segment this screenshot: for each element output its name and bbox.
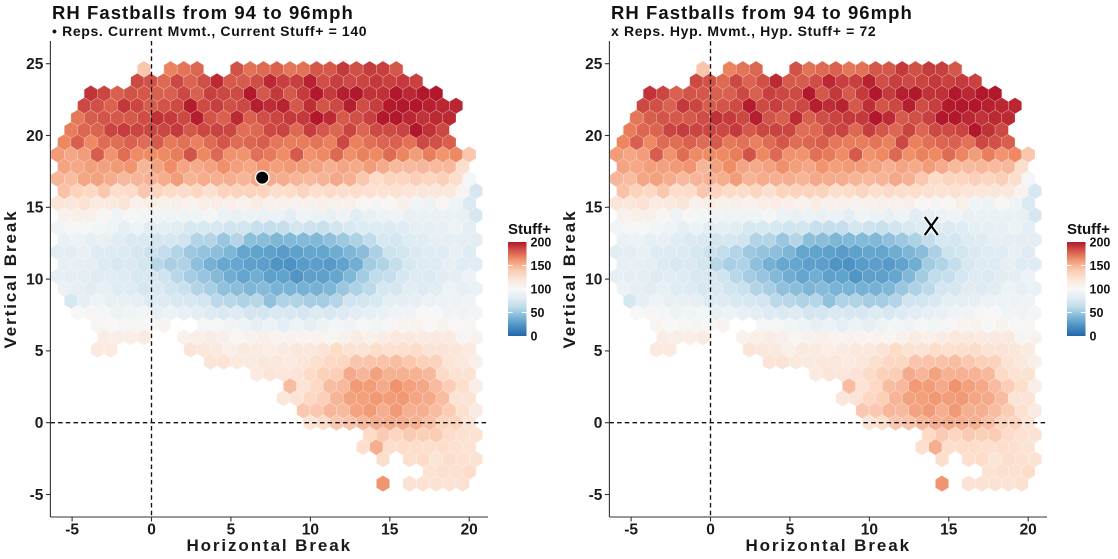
svg-text:-5: -5 [30,487,44,504]
svg-text:0: 0 [531,329,538,343]
svg-text:5: 5 [786,522,795,539]
svg-text:15: 15 [940,522,958,539]
svg-text:20: 20 [461,522,478,539]
svg-text:Vertical Break: Vertical Break [560,209,579,348]
svg-text:10: 10 [861,522,878,539]
svg-text:Horizontal Break: Horizontal Break [186,536,352,555]
svg-text:0: 0 [1090,329,1097,343]
svg-text:5: 5 [35,343,44,360]
svg-text:-5: -5 [624,522,638,539]
svg-text:200: 200 [1090,235,1111,249]
svg-text:20: 20 [26,128,43,145]
svg-text:150: 150 [531,259,552,273]
svg-text:150: 150 [1090,259,1111,273]
svg-text:0: 0 [147,522,156,539]
svg-text:15: 15 [26,200,44,217]
svg-text:Horizontal Break: Horizontal Break [745,536,911,555]
svg-text:20: 20 [1020,522,1037,539]
svg-text:5: 5 [227,522,236,539]
svg-text:25: 25 [585,56,603,73]
svg-text:0: 0 [706,522,715,539]
svg-text:Vertical Break: Vertical Break [1,209,20,348]
svg-text:0: 0 [594,415,603,432]
svg-text:Stuff+: Stuff+ [508,221,551,238]
svg-text:15: 15 [585,200,603,217]
svg-text:x Reps. Hyp. Mvmt., Hyp. Stuff: x Reps. Hyp. Mvmt., Hyp. Stuff+ = 72 [611,23,876,39]
svg-text:10: 10 [302,522,319,539]
svg-text:RH Fastballs from 94 to 96mph: RH Fastballs from 94 to 96mph [52,2,354,23]
svg-text:0: 0 [35,415,44,432]
svg-text:15: 15 [381,522,399,539]
svg-text:100: 100 [1090,282,1111,296]
svg-text:RH Fastballs from 94 to 96mph: RH Fastballs from 94 to 96mph [611,2,913,23]
svg-text:50: 50 [1090,306,1104,320]
svg-text:Stuff+: Stuff+ [1067,221,1110,238]
svg-text:-5: -5 [589,487,603,504]
svg-text:50: 50 [531,306,545,320]
svg-text:25: 25 [26,56,44,73]
svg-text:100: 100 [531,282,552,296]
svg-text:5: 5 [594,343,603,360]
svg-text:• Reps. Current Mvmt., Current: • Reps. Current Mvmt., Current Stuff+ = … [52,23,367,39]
svg-text:-5: -5 [65,522,79,539]
svg-text:10: 10 [585,271,602,288]
svg-text:200: 200 [531,235,552,249]
svg-text:20: 20 [585,128,602,145]
svg-text:10: 10 [26,271,43,288]
